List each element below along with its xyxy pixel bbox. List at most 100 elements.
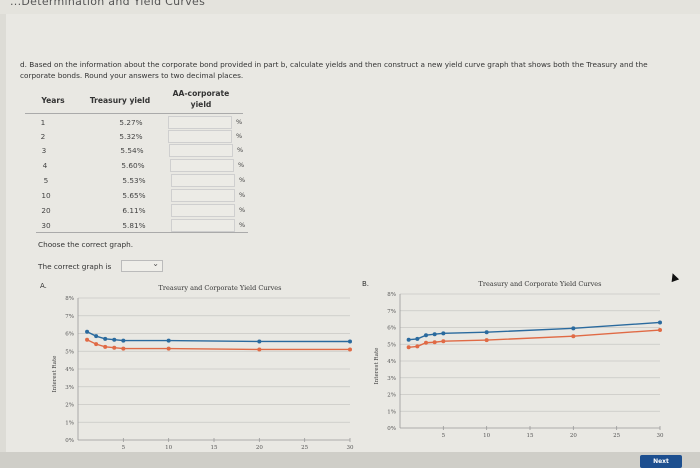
data-point: [166, 338, 171, 343]
data-point: [85, 337, 90, 342]
col-header-corporate-line1: AA-corporate: [172, 89, 230, 98]
corporate-yield-input[interactable]: [171, 219, 235, 232]
y-tick-label: 8%: [387, 292, 396, 298]
chart-a[interactable]: 0% 1% 2% 3% 4% 5% 6% 7% 8% 5 10 15 20 25 30 Interest Ra…: [50, 290, 360, 450]
next-button[interactable]: Next: [640, 455, 682, 468]
data-point: [103, 344, 108, 349]
percent-unit: %: [238, 161, 245, 169]
treasury-cell: 5.65%: [122, 191, 146, 200]
data-point: [112, 345, 117, 350]
data-point: [348, 339, 352, 344]
corporate-yield-input[interactable]: [171, 174, 235, 187]
data-point: [484, 330, 489, 335]
corporate-yield-input[interactable]: [168, 116, 232, 129]
x-tick-label: 30: [657, 433, 664, 439]
col-header-years: Years: [41, 96, 65, 105]
y-tick-label: 2%: [65, 403, 74, 409]
data-point: [121, 338, 126, 343]
graph-select-dropdown[interactable]: ⌄: [121, 259, 163, 272]
x-tick-label: 20: [256, 445, 263, 450]
col-header-corporate-line2: yield: [190, 100, 212, 109]
data-point: [94, 334, 99, 339]
data-point: [441, 339, 446, 344]
chart-a-label: A.: [40, 282, 47, 290]
corporate-yield-input[interactable]: [168, 130, 232, 143]
percent-unit: %: [237, 146, 244, 154]
answer-prompt: The correct graph is: [38, 262, 112, 271]
data-point: [257, 339, 262, 344]
y-tick-label: 1%: [387, 409, 396, 415]
years-cell: 10: [41, 191, 51, 200]
x-tick-label: 5: [442, 433, 446, 439]
col-header-treasury: Treasury yield: [89, 96, 151, 105]
treasury-cell: 5.53%: [122, 176, 146, 185]
x-tick-label: 20: [570, 433, 577, 439]
percent-unit: %: [236, 118, 243, 126]
percent-unit: %: [236, 132, 243, 140]
percent-unit: %: [239, 206, 246, 214]
corporate-yield-input[interactable]: [169, 144, 233, 157]
data-point: [112, 337, 117, 342]
years-cell: 3: [41, 146, 47, 155]
y-tick-label: 8%: [65, 296, 74, 302]
treasury-cell: 5.32%: [119, 132, 143, 141]
x-tick-label: 15: [527, 433, 534, 439]
corporate-yield-input[interactable]: [171, 189, 235, 202]
data-point: [85, 329, 90, 334]
question-text: d. Based on the information about the co…: [20, 60, 648, 80]
years-cell: 2: [40, 132, 46, 141]
years-cell: 30: [41, 221, 51, 230]
treasury-cell: 6.11%: [122, 206, 146, 215]
data-point: [484, 338, 489, 343]
treasury-cell: 5.60%: [121, 161, 145, 170]
choose-instruction: Choose the correct graph.: [38, 240, 134, 249]
y-tick-label: 7%: [387, 309, 396, 315]
y-axis-label: Interest Rate: [374, 348, 380, 385]
x-tick-label: 10: [483, 433, 490, 439]
y-tick-label: 0%: [387, 426, 396, 432]
chart-a-title: Treasury and Corporate Yield Curves: [158, 284, 282, 292]
data-point: [406, 337, 411, 342]
data-point: [415, 344, 420, 349]
data-point: [103, 336, 108, 341]
data-point: [432, 340, 437, 345]
percent-unit: %: [239, 191, 246, 199]
years-cell: 5: [43, 176, 49, 185]
data-point: [432, 332, 437, 337]
data-point: [406, 345, 411, 350]
y-tick-label: 4%: [65, 367, 74, 373]
bottom-bar: [0, 452, 700, 468]
corporate-yield-input[interactable]: [170, 159, 234, 172]
years-cell: 1: [40, 118, 46, 127]
y-tick-label: 0%: [65, 438, 74, 444]
percent-unit: %: [239, 221, 246, 229]
y-tick-label: 6%: [387, 326, 396, 332]
data-point: [94, 342, 99, 347]
data-point: [441, 331, 446, 336]
y-axis-label: Interest Rate: [52, 356, 58, 393]
x-tick-label: 25: [613, 433, 620, 439]
x-tick-label: 15: [211, 445, 218, 450]
x-tick-label: 25: [301, 445, 308, 450]
y-tick-label: 2%: [387, 393, 396, 399]
y-tick-label: 5%: [387, 342, 396, 348]
treasury-cell: 5.81%: [122, 221, 146, 230]
y-tick-label: 6%: [65, 332, 74, 338]
y-tick-label: 3%: [387, 376, 396, 382]
x-tick-label: 5: [122, 445, 126, 450]
corporate-yield-input[interactable]: [171, 204, 235, 217]
page-heading: ...Determination and Yield Curves: [10, 0, 206, 8]
data-point: [166, 346, 171, 351]
data-point: [257, 347, 262, 352]
data-point: [658, 328, 662, 333]
y-tick-label: 7%: [65, 314, 74, 320]
top-bar: ...Determination and Yield Curves: [0, 0, 700, 14]
chevron-down-icon: ⌄: [152, 259, 159, 268]
treasury-cell: 5.54%: [120, 146, 144, 155]
y-tick-label: 3%: [65, 385, 74, 391]
data-point: [348, 347, 352, 352]
years-cell: 4: [42, 161, 48, 170]
data-point: [658, 320, 662, 325]
chart-b[interactable]: 0% 1% 2% 3% 4% 5% 6% 7% 8% 5 10 15 20 25 30 Interest Ra…: [370, 286, 680, 446]
years-cell: 20: [41, 206, 51, 215]
